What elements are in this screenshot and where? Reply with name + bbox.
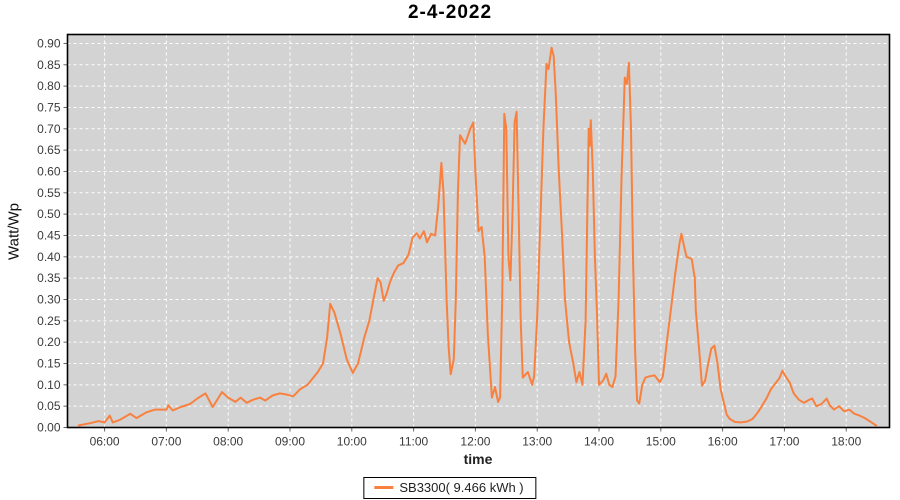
legend-label: SB3300( 9.466 kWh ) bbox=[399, 479, 524, 495]
y-tick-label: 0.30 bbox=[37, 292, 61, 306]
y-tick-label: 0.45 bbox=[37, 228, 61, 242]
chart-title: 2-4-2022 bbox=[407, 2, 493, 23]
x-tick-label: 08:00 bbox=[213, 435, 243, 449]
x-tick-label: 07:00 bbox=[151, 435, 181, 449]
x-tick-label: 10:00 bbox=[337, 435, 367, 449]
x-tick-label: 16:00 bbox=[708, 435, 738, 449]
legend: SB3300( 9.466 kWh ) bbox=[363, 477, 537, 499]
y-tick-label: 0.40 bbox=[37, 250, 61, 264]
x-tick-label: 17:00 bbox=[769, 435, 799, 449]
x-tick-label: 06:00 bbox=[90, 435, 120, 449]
x-tick-label: 15:00 bbox=[646, 435, 676, 449]
plot-border bbox=[66, 33, 891, 429]
y-tick-label: 0.15 bbox=[37, 356, 61, 370]
legend-line-swatch bbox=[374, 485, 394, 489]
y-tick-label: 0.00 bbox=[37, 421, 61, 435]
y-tick-label: 0.70 bbox=[37, 122, 61, 136]
y-tick-label: 0.50 bbox=[37, 207, 61, 221]
x-tick-label: 13:00 bbox=[522, 435, 552, 449]
y-tick-label: 0.55 bbox=[37, 186, 61, 200]
y-tick-label: 0.25 bbox=[37, 314, 61, 328]
series-line bbox=[77, 46, 878, 427]
y-tick-label: 0.85 bbox=[37, 58, 61, 72]
x-tick-label: 18:00 bbox=[831, 435, 861, 449]
y-tick-label: 0.80 bbox=[37, 79, 61, 93]
y-tick-label: 0.35 bbox=[37, 271, 61, 285]
y-tick-label: 0.10 bbox=[37, 378, 61, 392]
x-tick-label: 12:00 bbox=[460, 435, 490, 449]
y-tick-label: 0.90 bbox=[37, 36, 61, 50]
x-tick-label: 11:00 bbox=[399, 435, 428, 449]
y-tick-label: 0.20 bbox=[37, 335, 61, 349]
x-axis-title: time bbox=[463, 451, 493, 467]
y-tick-label: 0.65 bbox=[37, 143, 61, 157]
y-axis-title: Watt/Wp bbox=[5, 203, 23, 260]
y-tick-label: 0.60 bbox=[37, 164, 61, 178]
y-tick-label: 0.05 bbox=[37, 399, 61, 413]
y-tick-label: 0.75 bbox=[37, 100, 61, 114]
x-tick-label: 09:00 bbox=[275, 435, 305, 449]
x-tick-label: 14:00 bbox=[584, 435, 614, 449]
